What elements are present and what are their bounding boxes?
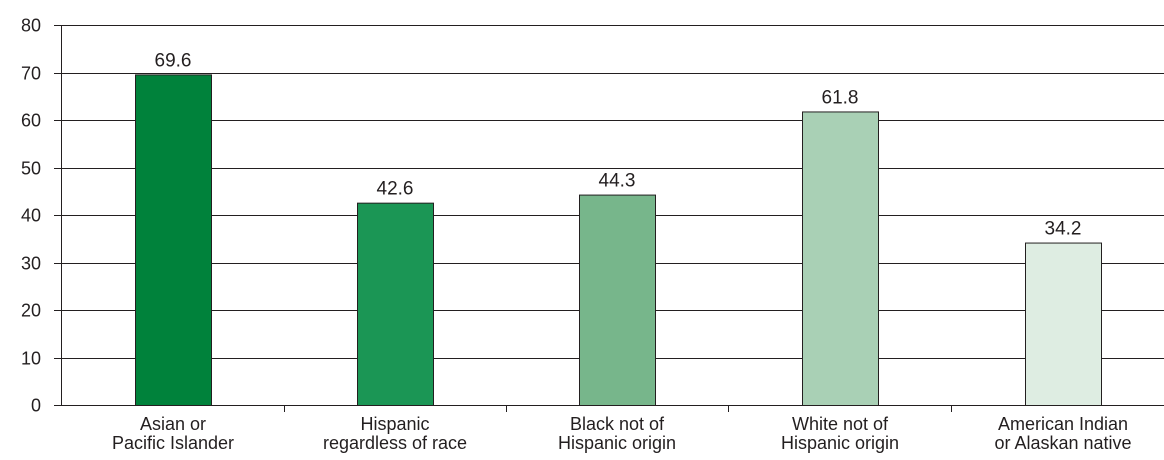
bar-4 xyxy=(1025,242,1102,406)
category-label-0: Asian or Pacific Islander xyxy=(112,414,234,453)
category-label-3-line-1: Hispanic origin xyxy=(781,433,899,453)
category-label-2-line-1: Hispanic origin xyxy=(558,433,676,453)
category-label-3-line-0: White not of xyxy=(792,414,889,434)
y-tick-label-60: 60 xyxy=(21,111,41,131)
y-tick-label-0: 0 xyxy=(31,396,41,416)
bar-2 xyxy=(579,194,656,406)
category-labels: Asian or Pacific Islander Hispanic regardle… xyxy=(112,414,1132,453)
y-tick-label-50: 50 xyxy=(21,159,41,179)
data-label-3: 61.8 xyxy=(822,87,859,108)
category-label-1-line-0: Hispanic xyxy=(360,414,429,434)
category-label-2: Black not of Hispanic origin xyxy=(558,414,676,453)
bar-3 xyxy=(802,111,879,406)
y-tick-label-40: 40 xyxy=(21,206,41,226)
category-label-4-line-0: American Indian xyxy=(998,414,1128,434)
bar-0 xyxy=(135,74,212,407)
data-label-4: 34.2 xyxy=(1045,219,1082,240)
category-label-4-line-1: or Alaskan native xyxy=(994,433,1131,453)
data-label-1: 42.6 xyxy=(377,179,414,200)
y-tick-label-30: 30 xyxy=(21,254,41,274)
y-tick-label-10: 10 xyxy=(21,349,41,369)
data-labels: 69.6 42.6 44.3 61.8 34.2 xyxy=(155,50,1082,239)
data-label-2: 44.3 xyxy=(599,171,636,192)
bar-1 xyxy=(357,202,434,406)
category-label-4: American Indian or Alaskan native xyxy=(994,414,1131,453)
category-label-0-line-1: Pacific Islander xyxy=(112,433,234,453)
y-tick-labels: 0 10 20 30 40 50 60 70 80 xyxy=(21,16,41,416)
y-tick-label-80: 80 xyxy=(21,16,41,36)
category-label-1-line-1: regardless of race xyxy=(323,433,467,453)
category-label-0-line-0: Asian or xyxy=(140,414,206,434)
category-label-2-line-0: Black not of xyxy=(570,414,665,434)
y-tick-label-20: 20 xyxy=(21,301,41,321)
data-label-0: 69.6 xyxy=(155,50,192,71)
category-label-3: White not of Hispanic origin xyxy=(781,414,899,453)
bars xyxy=(135,74,1102,407)
category-label-1: Hispanic regardless of race xyxy=(323,414,467,453)
y-tick-label-70: 70 xyxy=(21,64,41,84)
